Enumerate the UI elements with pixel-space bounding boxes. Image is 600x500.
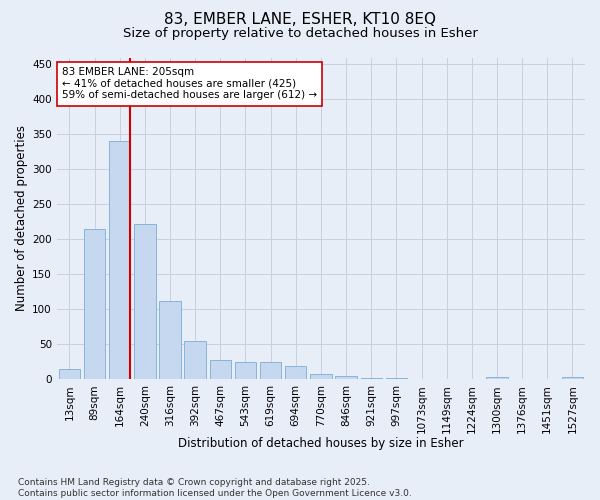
- Bar: [486, 377, 508, 379]
- Bar: [109, 142, 130, 379]
- Bar: [184, 342, 206, 379]
- Y-axis label: Number of detached properties: Number of detached properties: [15, 126, 28, 312]
- Bar: [562, 377, 583, 379]
- Bar: [159, 301, 181, 379]
- Text: 83, EMBER LANE, ESHER, KT10 8EQ: 83, EMBER LANE, ESHER, KT10 8EQ: [164, 12, 436, 28]
- Bar: [310, 374, 332, 379]
- Text: Contains HM Land Registry data © Crown copyright and database right 2025.
Contai: Contains HM Land Registry data © Crown c…: [18, 478, 412, 498]
- Bar: [386, 378, 407, 379]
- Bar: [235, 362, 256, 379]
- Bar: [84, 229, 105, 379]
- Bar: [59, 368, 80, 379]
- Text: 83 EMBER LANE: 205sqm
← 41% of detached houses are smaller (425)
59% of semi-det: 83 EMBER LANE: 205sqm ← 41% of detached …: [62, 67, 317, 100]
- Bar: [209, 360, 231, 379]
- Bar: [361, 378, 382, 379]
- Bar: [411, 378, 432, 379]
- Bar: [260, 362, 281, 379]
- Bar: [285, 366, 307, 379]
- Bar: [335, 376, 357, 379]
- Bar: [134, 224, 155, 379]
- Text: Size of property relative to detached houses in Esher: Size of property relative to detached ho…: [122, 28, 478, 40]
- X-axis label: Distribution of detached houses by size in Esher: Distribution of detached houses by size …: [178, 437, 464, 450]
